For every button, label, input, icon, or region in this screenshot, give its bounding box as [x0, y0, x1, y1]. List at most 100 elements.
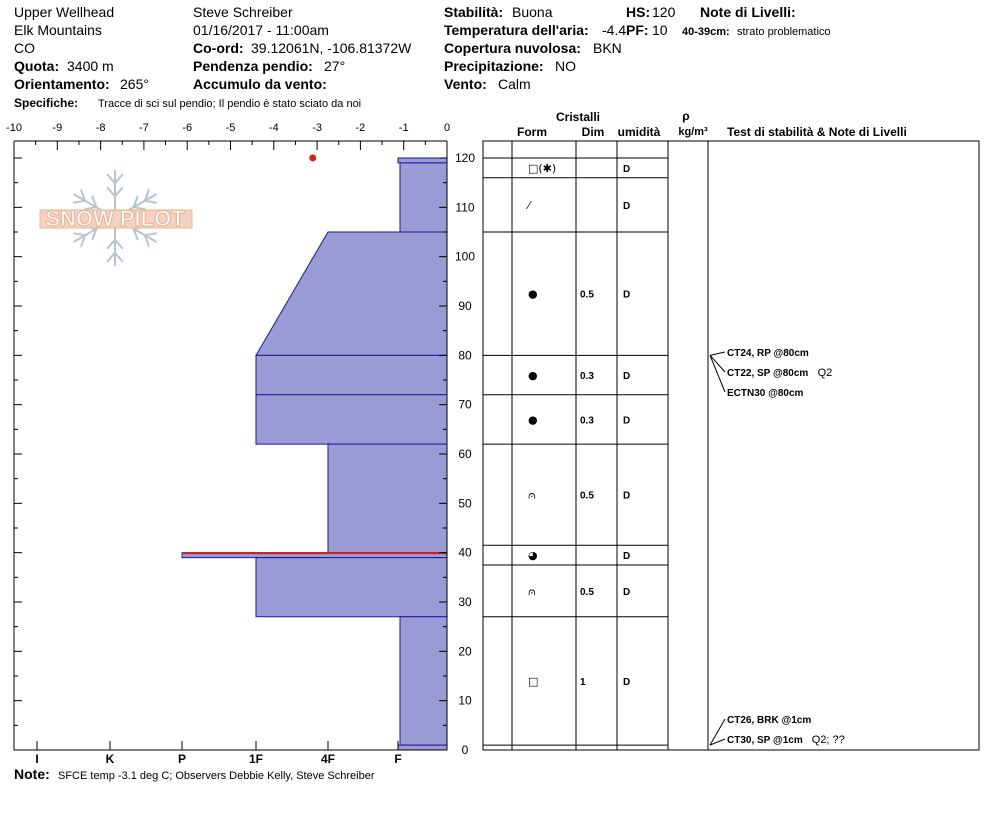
temp-tick-label: -10: [6, 122, 22, 134]
temp-tick-label: -2: [356, 122, 366, 134]
height-tick-label: 120: [455, 151, 475, 165]
col-header-size: Dim: [582, 125, 605, 139]
hardness-layer: [327, 443, 448, 554]
hardness-layer: [255, 394, 448, 445]
snowflake-branch: [73, 199, 86, 204]
layer-table: Cristalli Form Dim umidità ρ kg/m³ Test di sta…: [482, 109, 980, 751]
hardness-layer: [397, 157, 448, 164]
note-value: SFCE temp -3.1 deg C; Observers Debbie K…: [58, 770, 375, 782]
snowflake-branch: [114, 238, 124, 250]
layer-form: ⩀: [528, 489, 536, 502]
layer-form: ⩀: [528, 585, 536, 598]
layer-form: □(✱): [528, 162, 556, 175]
layer-moisture: D: [623, 587, 630, 598]
test-pointer: [709, 355, 726, 393]
snowflake-branch: [114, 186, 124, 198]
snowflake-branch: [143, 189, 150, 202]
wind-label: Vento:: [444, 76, 487, 92]
test-pointer: [709, 738, 726, 746]
snowflake-branch: [143, 234, 150, 247]
layer-moisture: D: [623, 164, 630, 175]
hardness-layer: [397, 744, 448, 751]
snowflake-branch: [106, 238, 116, 250]
table-frame: [482, 140, 980, 751]
test-extra: Q2; ??: [812, 734, 845, 746]
layer-note-depth: 40-39cm:: [682, 26, 730, 38]
temp-tick-label: 0: [444, 122, 450, 134]
layer-notes-label: Note di Livelli:: [700, 4, 796, 20]
hardness-layer: [399, 616, 448, 746]
layer-size: 1: [580, 677, 586, 688]
temp-tick-label: -7: [139, 122, 149, 134]
elevation-label: Quota:: [14, 58, 60, 74]
temperature-point: [309, 154, 317, 162]
spec-label: Specifiche:: [14, 96, 79, 110]
hardness-layer: [255, 354, 448, 396]
height-tick-label: 70: [458, 398, 472, 412]
height-tick-label: 80: [458, 348, 472, 362]
test-label: CT26, BRK @1cm: [727, 715, 811, 726]
layer-form: ●: [528, 369, 538, 382]
snowflake-branch: [80, 189, 87, 202]
snowflake-branch: [84, 206, 97, 211]
height-tick-label: 50: [458, 496, 472, 510]
test-extra: Q2: [818, 367, 833, 379]
height-tick-label: 20: [458, 644, 472, 658]
test-label: ECTN30 @80cm: [727, 388, 804, 399]
temp-tick-label: -3: [312, 122, 322, 134]
snowflake-icon: SNOW PILOT: [39, 170, 193, 266]
pf-value: 10: [652, 22, 668, 38]
height-tick-label: 100: [455, 250, 475, 264]
layer-moisture: D: [623, 415, 630, 426]
hardness-tick-label: K: [106, 752, 115, 766]
layer-size: 0.5: [580, 587, 594, 598]
hardness-tick-label: I: [35, 752, 38, 766]
layer-size: 0.3: [580, 415, 594, 426]
air-temp-value: -4.4: [602, 22, 627, 38]
sky-label: Copertura nuvolosa:: [444, 40, 581, 56]
hs-label: HS:: [626, 4, 651, 20]
hardness-tick-label: P: [178, 752, 186, 766]
col-header-density-symbol: ρ: [682, 109, 689, 123]
layer-size: 0.3: [580, 371, 594, 382]
test-pointer: [709, 351, 726, 356]
layer-form: ●: [528, 413, 538, 426]
layer-size: 0.5: [580, 491, 594, 502]
col-header-crystals: Cristalli: [556, 110, 600, 124]
hardness-layer: [255, 231, 448, 356]
hardness-tick-label: 1F: [249, 752, 263, 766]
layer-moisture: D: [623, 677, 630, 688]
snowflake-branch: [132, 228, 139, 241]
logo-banner: [39, 209, 193, 229]
hs-value: 120: [652, 4, 676, 20]
test-label: CT30, SP @1cm: [727, 735, 803, 746]
snowflake-branch: [80, 234, 87, 247]
test-pointer: [709, 354, 726, 373]
snowflake-branch: [114, 173, 124, 185]
wind-value: Calm: [498, 76, 531, 92]
location: Upper Wellhead: [14, 4, 115, 20]
col-header-form: Form: [517, 125, 547, 139]
layer-moisture: D: [623, 371, 630, 382]
slope-value: 27°: [324, 58, 346, 74]
layer-form: ◕: [528, 549, 538, 562]
hardness-temp-graph: -10 -9 -8 -7 -6 -5 -4 -3 -2 -1 0010203040506070809…: [6, 122, 475, 766]
stability-value: Buona: [512, 4, 553, 20]
snowflake-branch: [106, 251, 116, 263]
aspect-label: Orientamento:: [14, 76, 110, 92]
temp-tick-label: -1: [399, 122, 409, 134]
snowflake-branch: [91, 195, 98, 208]
layer-form: □: [528, 675, 538, 688]
pf-label: PF:: [626, 22, 649, 38]
observer: Steve Schreiber: [193, 4, 293, 20]
precip-value: NO: [555, 58, 576, 74]
layer-size: 0.5: [580, 290, 594, 301]
snowflake-branch: [106, 186, 116, 198]
snowflake-branch: [144, 232, 157, 237]
air-temp-label: Temperatura dell'aria:: [444, 22, 589, 38]
coord-value: 39.12061N, -106.81372W: [251, 40, 412, 56]
elevation-value: 3400 m: [67, 58, 114, 74]
mountain-range: Elk Mountains: [14, 22, 102, 38]
test-pointer: [709, 718, 726, 746]
